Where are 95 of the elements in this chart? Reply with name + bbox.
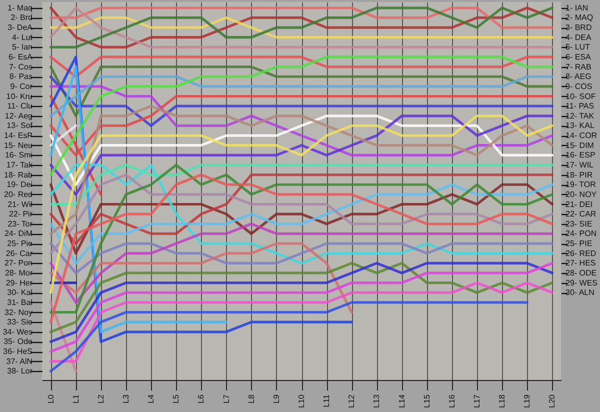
line-series [49,114,554,294]
y-tick-label: 21- Wil [8,200,33,209]
y-tick-label: 36- HeS [3,347,32,356]
line-series [49,66,554,118]
y2-tick-label: 11- PAS [566,102,594,111]
y2-tick-label: 3- BRD [566,23,592,32]
x-tick-label: L20 [548,394,557,408]
y-tick-label: 12- Aeg [4,111,32,120]
y-tick-label: 35- Ode [4,337,34,346]
y2-tick-label: 5- LUT [566,42,590,52]
x-tick-label: L8 [246,394,256,404]
y-tick-label: 34- Wes [2,327,32,336]
y-tick-label: 14- EsP [4,131,32,140]
line-series [49,301,528,372]
y2-tick-label: 15- DIM [566,140,594,150]
x-tick-label: L2 [96,394,106,404]
y-tick-label: 5- Ian [12,42,32,52]
y2-tick-label: 13- KAL [566,121,595,130]
y2-tick-label: 20- NOY [566,190,598,199]
line-series [49,104,554,236]
y2-tick-label: 26- RED [566,248,596,258]
y-tick-label: 28- Mor [4,268,33,278]
y-tick-label: 29- Her [6,278,33,288]
y-tick-label: 27- Pon [4,258,32,268]
y2-tick-label: 27- HES [566,258,596,268]
y-tick-label: 7- Cos [8,62,32,72]
x-tick-label: L3 [121,394,130,404]
y-tick-label: 25- Pie [7,239,34,248]
x-tick-label: L9 [272,394,281,404]
y-tick-label: 23- Tor [8,219,33,228]
y2-tick-label: 21- DEI [566,200,593,209]
y2-tick-label: 18- PIR [566,170,593,180]
line-series [49,56,554,176]
y-tick-label: 33- Sie [7,318,34,327]
y-tick-label: 9- Cor [10,82,33,91]
x-tick-label: L4 [146,394,156,404]
y-tick-label: 4- Lut [12,32,34,42]
y-tick-label: 31- Bal [7,298,33,307]
y-tick-label: 37- AlN [6,356,33,366]
line-series [49,242,353,314]
y2-tick-label: 23- SIE [566,219,592,228]
y-tick-label: 2- Brd [10,13,32,22]
x-tick-label: L13 [372,394,382,408]
y-tick-label: 30- Kal [7,288,33,298]
y-tick-label: 19- Dei [6,180,33,190]
y-tick-label: 13- Sof [6,121,34,130]
y-tick-label: 32- Noy [4,308,32,317]
y-tick-label: 1- Maq [8,3,32,12]
x-tick-label: L19 [522,394,532,408]
y-tick-label: 17- Tak [6,160,34,170]
y-tick-label: 15- Neu [4,140,32,150]
y2-tick-label: 14- COR [566,131,598,140]
y-tick-label: 38- Lor [7,366,33,376]
y2-tick-label: 7- RAB [566,62,592,72]
y2-tick-label: 22- CAR [566,210,596,219]
y2-tick-label: 12- TAK [566,111,595,120]
y-tick-label: 26- Car [6,248,33,258]
x-tick-label: L1 [71,394,80,404]
line-series [49,282,554,363]
y-tick-label: 20- Red [4,190,32,199]
y2-tick-label: 29- WES [566,278,598,288]
y2-tick-label: 16- ESP [566,150,596,160]
line-series [49,75,554,118]
y2-tick-label: 8- AEG [566,72,592,82]
x-tick-label: L7 [222,394,231,404]
line-series [49,164,554,264]
line-series [49,222,554,304]
y2-tick-label: 19- TOR [566,180,596,190]
y-tick-label: 24- DiM [4,229,33,238]
y2-tick-label: 30- ALN [566,288,595,298]
y-tick-label: 16- Smi [4,150,33,160]
y-tick-label: 3- DeA [8,23,34,32]
x-tick-label: L5 [172,394,181,404]
x-tick-label: L10 [297,394,306,408]
y-tick-label: 22- Pir [8,210,33,219]
y2-tick-label: 25- PIE [566,239,592,248]
y2-tick-label: 17- WIL [566,160,594,170]
y2-tick-label: 1- IAN [566,3,588,12]
x-tick-label: L14 [397,394,406,408]
x-tick-label: L6 [196,394,206,404]
y-tick-label: 6- EsA [8,52,34,62]
x-tick-label: L15 [422,394,432,408]
x-tick-label: L0 [46,394,56,404]
line-series [49,242,554,274]
y2-tick-label: 28- ODE [566,268,597,278]
y-tick-label: 18- Rab [4,170,34,180]
x-tick-label: L11 [322,394,332,408]
x-tick-label: L17 [472,394,482,408]
x-tick-label: L16 [447,394,456,408]
x-tick-label: L12 [347,394,356,408]
y-tick-label: 8- Pas [9,72,32,82]
y2-tick-label: 24- PON [566,229,597,238]
y2-tick-label: 10- SOF [566,92,596,101]
x-tick-label: L18 [498,394,507,408]
line-series [49,6,554,48]
